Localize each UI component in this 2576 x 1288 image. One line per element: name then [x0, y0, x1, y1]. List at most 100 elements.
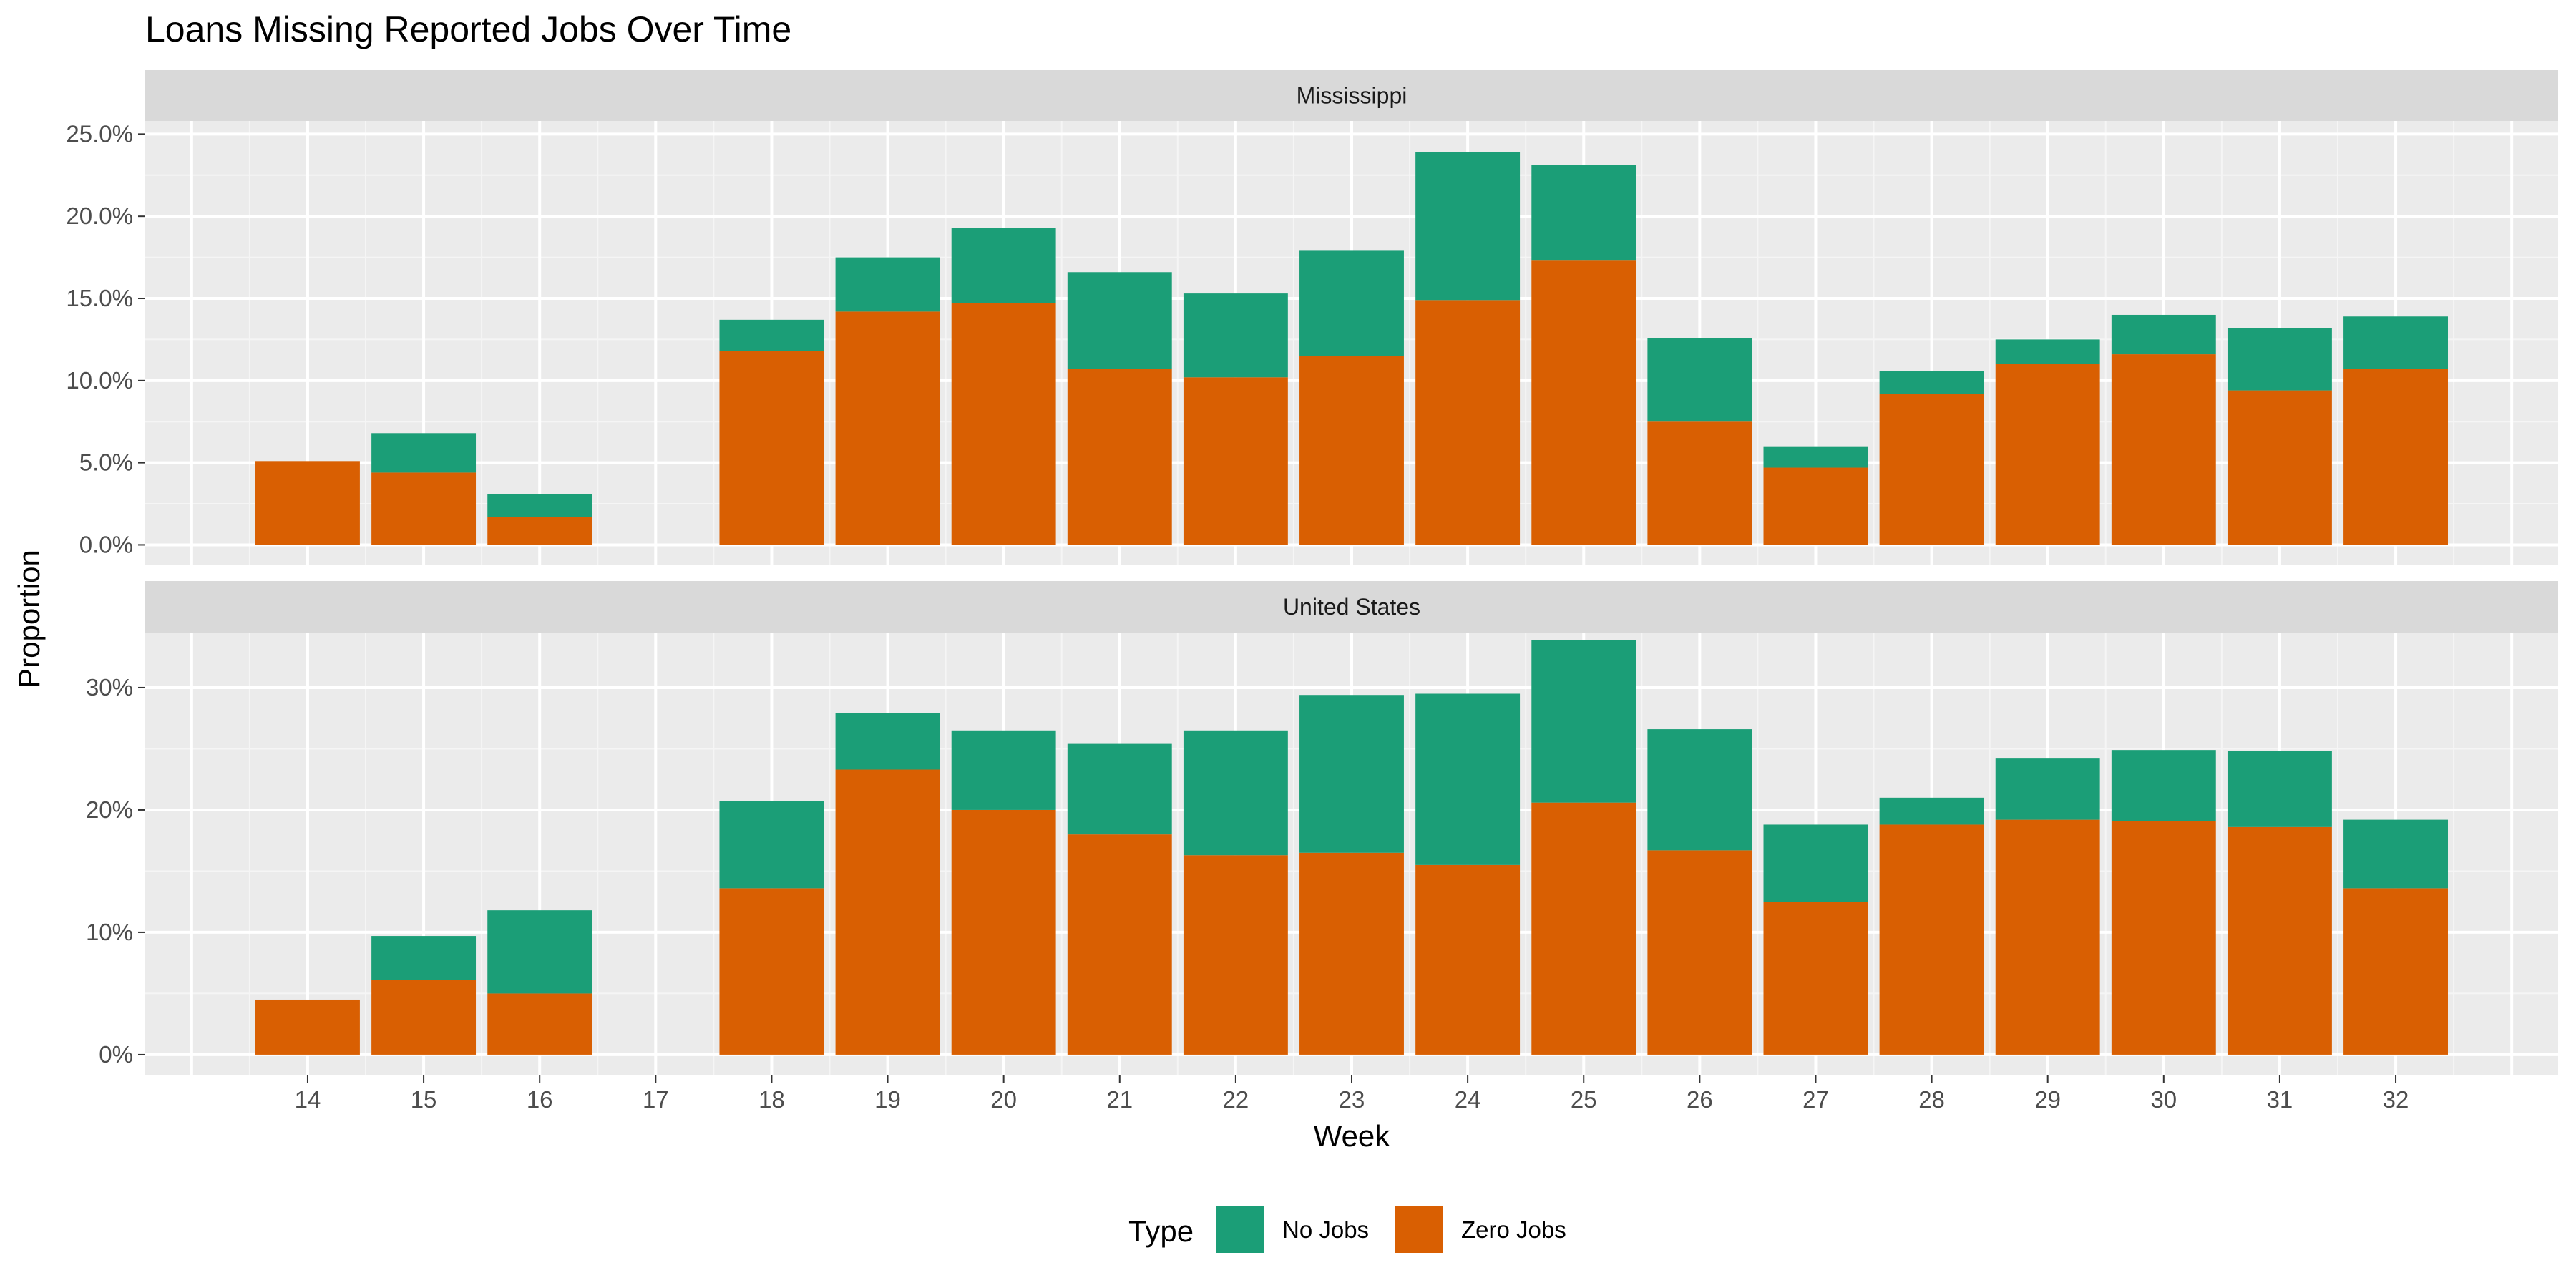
- x-tick-label: 30: [2150, 1086, 2177, 1113]
- bar-zero-jobs-week-32: [2343, 888, 2448, 1055]
- y-tick-label: 15.0%: [66, 285, 133, 311]
- facet-strip-label: Mississippi: [1297, 83, 1407, 109]
- bar-no-jobs-week-24: [1415, 693, 1521, 865]
- bar-no-jobs-week-32: [2343, 316, 2448, 369]
- bar-no-jobs-week-23: [1299, 695, 1404, 853]
- y-tick-label: 20.0%: [66, 203, 133, 229]
- bar-no-jobs-week-26: [1647, 338, 1752, 422]
- bar-no-jobs-week-32: [2343, 819, 2448, 889]
- bar-zero-jobs-week-30: [2111, 821, 2216, 1055]
- facet-strip: [145, 581, 2558, 633]
- x-tick-label: 24: [1455, 1086, 1481, 1113]
- bar-no-jobs-week-30: [2111, 314, 2216, 355]
- y-tick-label: 10%: [86, 919, 133, 945]
- bar-zero-jobs-week-18: [719, 351, 824, 545]
- bar-no-jobs-week-24: [1415, 152, 1521, 301]
- bar-no-jobs-week-20: [951, 228, 1056, 303]
- facet-panels: Mississippi 0.0% 5.0% 10.0% 15.0% 20.0% 25.0% U…: [66, 70, 2558, 1075]
- bar-no-jobs-week-31: [2227, 751, 2332, 827]
- bar-zero-jobs-week-18: [719, 888, 824, 1055]
- bar-zero-jobs-week-26: [1647, 421, 1752, 545]
- x-tick-label: 25: [1571, 1086, 1597, 1113]
- bar-no-jobs-week-16: [487, 494, 592, 517]
- y-tick-label: 5.0%: [79, 449, 133, 476]
- bar-zero-jobs-week-27: [1763, 467, 1868, 545]
- y-tick-label: 10.0%: [66, 367, 133, 394]
- bar-no-jobs-week-21: [1067, 743, 1172, 835]
- bar-no-jobs-week-15: [371, 936, 477, 980]
- bar-zero-jobs-week-25: [1531, 802, 1636, 1055]
- x-tick-label: 26: [1687, 1086, 1713, 1113]
- bar-no-jobs-week-25: [1531, 165, 1636, 261]
- bar-no-jobs-week-27: [1763, 824, 1868, 902]
- panel-0: Mississippi 0.0% 5.0% 10.0% 15.0% 20.0% 25.0%: [66, 70, 2558, 565]
- bar-zero-jobs-week-19: [835, 311, 940, 545]
- x-tick-label: 31: [2267, 1086, 2293, 1113]
- bar-zero-jobs-week-27: [1763, 902, 1868, 1055]
- bar-zero-jobs-week-20: [951, 809, 1056, 1055]
- bar-zero-jobs-week-20: [951, 303, 1056, 545]
- legend-label: No Jobs: [1282, 1216, 1369, 1243]
- bar-no-jobs-week-18: [719, 801, 824, 889]
- bar-zero-jobs-week-16: [487, 993, 592, 1055]
- bar-zero-jobs-week-31: [2227, 390, 2332, 545]
- x-tick-label: 20: [990, 1086, 1017, 1113]
- bar-zero-jobs-week-23: [1299, 356, 1404, 545]
- bar-zero-jobs-week-14: [255, 999, 360, 1055]
- facet-strip: [145, 70, 2558, 121]
- bar-no-jobs-week-25: [1531, 640, 1636, 803]
- bar-no-jobs-week-20: [951, 730, 1056, 810]
- y-axis-title: Proportion: [12, 550, 46, 688]
- x-tick-label: 32: [2383, 1086, 2409, 1113]
- bar-no-jobs-week-23: [1299, 250, 1404, 356]
- bar-zero-jobs-week-16: [487, 517, 592, 545]
- bar-zero-jobs-week-28: [1879, 824, 1984, 1055]
- bar-zero-jobs-week-23: [1299, 852, 1404, 1055]
- x-tick-label: 29: [2034, 1086, 2061, 1113]
- bar-no-jobs-week-19: [835, 257, 940, 312]
- bar-no-jobs-week-15: [371, 433, 477, 473]
- legend: Type No Jobs Zero Jobs: [1128, 1206, 1566, 1253]
- y-tick-label: 0.0%: [79, 531, 133, 557]
- legend-title: Type: [1128, 1214, 1194, 1248]
- bar-zero-jobs-week-14: [255, 461, 360, 545]
- bar-zero-jobs-week-29: [1995, 819, 2100, 1055]
- x-tick-label: 21: [1106, 1086, 1133, 1113]
- panel-1: United States 0% 10% 20% 30%: [86, 581, 2558, 1075]
- bar-zero-jobs-week-29: [1995, 364, 2100, 545]
- bar-no-jobs-week-31: [2227, 328, 2332, 391]
- bar-no-jobs-week-29: [1995, 758, 2100, 820]
- bar-zero-jobs-week-15: [371, 980, 477, 1055]
- x-tick-label: 15: [411, 1086, 437, 1113]
- bar-no-jobs-week-30: [2111, 750, 2216, 821]
- bar-zero-jobs-week-22: [1183, 377, 1288, 545]
- bar-no-jobs-week-18: [719, 319, 824, 351]
- bar-no-jobs-week-28: [1879, 371, 1984, 394]
- legend-key-no-jobs: [1216, 1206, 1264, 1253]
- y-tick-label: 0%: [99, 1041, 133, 1068]
- bar-zero-jobs-week-30: [2111, 354, 2216, 545]
- x-tick-label: 22: [1223, 1086, 1249, 1113]
- x-tick-label: 17: [643, 1086, 669, 1113]
- bar-zero-jobs-week-15: [371, 472, 477, 545]
- x-tick-label: 18: [758, 1086, 785, 1113]
- bar-zero-jobs-week-26: [1647, 850, 1752, 1055]
- bar-no-jobs-week-19: [835, 713, 940, 770]
- bar-no-jobs-week-26: [1647, 729, 1752, 851]
- bar-zero-jobs-week-25: [1531, 260, 1636, 545]
- bar-zero-jobs-week-21: [1067, 369, 1172, 545]
- bar-no-jobs-week-27: [1763, 446, 1868, 468]
- bar-zero-jobs-week-21: [1067, 834, 1172, 1055]
- bar-zero-jobs-week-31: [2227, 826, 2332, 1055]
- bar-no-jobs-week-28: [1879, 797, 1984, 825]
- bar-no-jobs-week-22: [1183, 730, 1288, 856]
- y-tick-label: 30%: [86, 674, 133, 701]
- bar-no-jobs-week-22: [1183, 293, 1288, 378]
- bar-zero-jobs-week-28: [1879, 394, 1984, 545]
- x-tick-label: 28: [1918, 1086, 1945, 1113]
- x-tick-label: 16: [527, 1086, 553, 1113]
- bar-no-jobs-week-21: [1067, 272, 1172, 369]
- chart-title: Loans Missing Reported Jobs Over Time: [145, 9, 791, 49]
- bars: [255, 152, 2448, 545]
- x-tick-label: 19: [874, 1086, 901, 1113]
